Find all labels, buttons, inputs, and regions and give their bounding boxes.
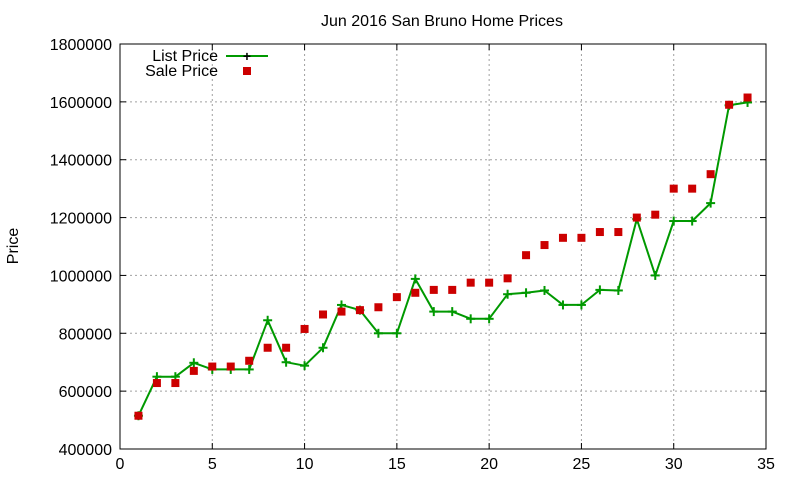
list-price-point (410, 274, 420, 284)
list-price-point (263, 315, 273, 325)
list-price-point (706, 198, 716, 208)
sale-price-point (282, 343, 291, 352)
axes (119, 43, 767, 450)
legend-label-sale-price: Sale Price (145, 63, 218, 80)
tick-labels: 0 5 10 15 20 25 30 35 400000 600000 800000 1000000 1… (50, 37, 775, 473)
sale-price-point (189, 366, 198, 375)
y-tick-label: 800000 (59, 326, 112, 343)
x-tick-label: 30 (665, 456, 683, 473)
sale-price-point (669, 184, 678, 193)
sale-price-point (503, 274, 512, 283)
sale-price-point (392, 293, 401, 302)
x-tick-label: 35 (757, 456, 775, 473)
grid (120, 44, 766, 449)
x-tick-label: 0 (116, 456, 125, 473)
sale-price-point (245, 356, 254, 365)
sale-price-point (337, 307, 346, 316)
sale-price-point (651, 210, 660, 219)
series-list-price (133, 97, 753, 421)
y-tick-label: 1400000 (50, 153, 112, 170)
sale-price-point (688, 184, 697, 193)
sale-price-point (152, 379, 161, 388)
list-price-point (429, 307, 439, 317)
list-price-point (447, 307, 457, 317)
list-price-point (189, 358, 199, 368)
list-price-point (300, 361, 310, 371)
sale-price-point (614, 228, 623, 237)
sale-price-point (263, 343, 272, 352)
sale-price-point (743, 93, 752, 102)
y-tick-label: 1800000 (50, 37, 112, 54)
sale-price-point (226, 362, 235, 371)
y-tick-label: 400000 (59, 442, 112, 459)
list-price-point (373, 328, 383, 338)
sale-price-point (632, 213, 641, 222)
sale-price-point (355, 306, 364, 315)
list-price-point (318, 343, 328, 353)
list-price-point (613, 285, 623, 295)
legend-marker-sale-price (243, 67, 251, 75)
x-tick-label: 25 (573, 456, 591, 473)
sale-price-point (595, 228, 604, 237)
y-tick-label: 1200000 (50, 211, 112, 228)
list-price-point (392, 328, 402, 338)
sale-price-point (706, 170, 715, 179)
list-price-point (650, 270, 660, 280)
list-price-point (687, 216, 697, 226)
y-axis-label: Price (5, 228, 22, 265)
sale-price-point (540, 241, 549, 250)
list-price-point (669, 216, 679, 226)
list-price-point (558, 300, 568, 310)
sale-price-point (319, 310, 328, 319)
sale-price-point (171, 379, 180, 388)
y-tick-label: 600000 (59, 384, 112, 401)
series-sale-price (134, 93, 752, 420)
list-price-point (576, 300, 586, 310)
sale-price-point (448, 285, 457, 294)
sale-price-point (134, 411, 143, 420)
x-tick-label: 20 (480, 456, 498, 473)
x-tick-label: 5 (208, 456, 217, 473)
list-price-point (595, 285, 605, 295)
list-price-point (540, 285, 550, 295)
y-tick-label: 1600000 (50, 95, 112, 112)
sale-price-point (485, 278, 494, 287)
sale-price-point (429, 285, 438, 294)
sale-price-point (300, 324, 309, 333)
list-price-point (521, 288, 531, 298)
sale-price-point (374, 303, 383, 312)
chart-title: Jun 2016 San Bruno Home Prices (321, 13, 563, 30)
sale-price-point (208, 362, 217, 371)
plot-border (119, 43, 767, 450)
x-tick-label: 10 (296, 456, 314, 473)
list-price-point (484, 314, 494, 324)
list-price-line (137, 101, 748, 417)
list-price-point (244, 364, 254, 374)
list-price-point (503, 289, 513, 299)
legend-label-list-price: List Price (152, 48, 218, 65)
sale-price-point (466, 278, 475, 287)
legend: List Price + Sale Price (145, 48, 268, 80)
list-price-point (281, 357, 291, 367)
sale-price-point (725, 100, 734, 109)
x-tick-label: 15 (388, 456, 406, 473)
sale-price-point (522, 251, 531, 260)
sale-price-point (411, 288, 420, 297)
sale-price-point (577, 233, 586, 242)
sale-price-point (558, 233, 567, 242)
legend-marker-list-price: + (243, 48, 251, 64)
y-tick-label: 1000000 (50, 268, 112, 285)
list-price-point (466, 314, 476, 324)
